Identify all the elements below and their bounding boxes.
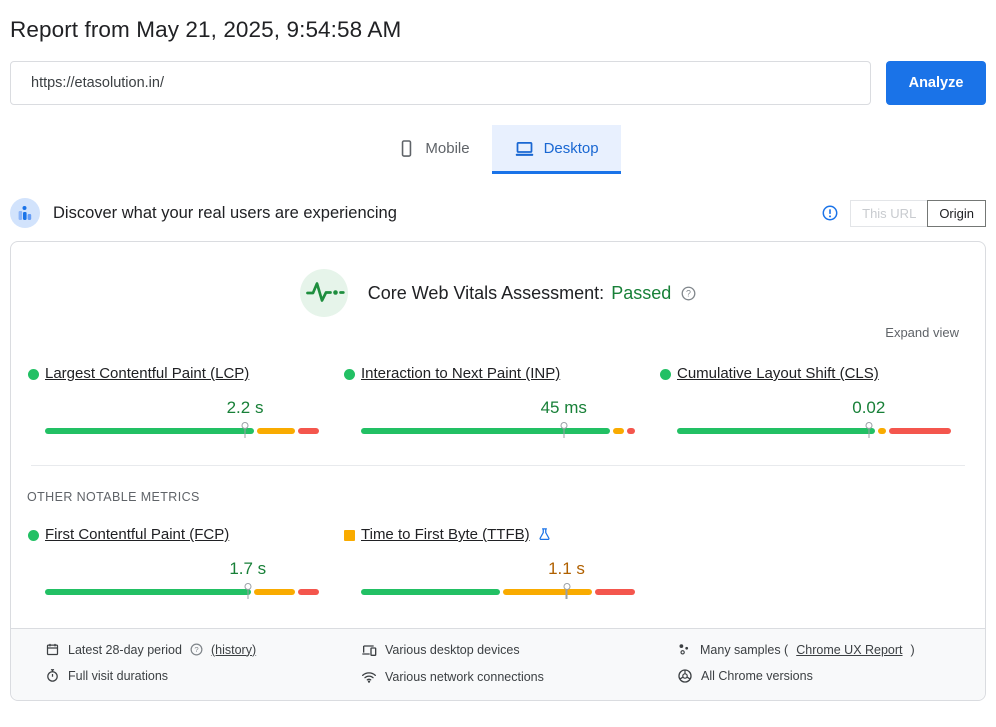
heartbeat-pulse-icon <box>299 269 348 317</box>
ttfb-status-square <box>344 530 355 541</box>
data-source-footer: Latest 28-day period ? (history) Full vi… <box>11 628 985 700</box>
tab-desktop-label: Desktop <box>543 140 599 157</box>
fcp-link[interactable]: First Contentful Paint (FCP) <box>45 526 230 543</box>
experiment-flask-icon[interactable] <box>537 527 552 542</box>
inp-value: 45 ms <box>540 398 587 417</box>
expand-view-button[interactable]: Expand view <box>885 325 959 340</box>
inp-status-dot <box>344 369 355 380</box>
scope-toggle: This URL Origin <box>850 199 986 227</box>
cls-status-dot <box>660 369 671 380</box>
svg-text:?: ? <box>194 645 198 654</box>
metric-cls: Cumulative Layout Shift (CLS) 0.02 <box>660 365 951 439</box>
collection-period: Latest 28-day period ? (history) <box>45 642 319 657</box>
wifi-icon <box>361 669 377 685</box>
history-link[interactable]: (history) <box>210 642 257 657</box>
field-data-heading: Discover what your real users are experi… <box>53 203 397 222</box>
lcp-status-dot <box>28 369 39 380</box>
metric-ttfb: Time to First Byte (TTFB) 1.1 s <box>344 526 635 600</box>
visit-durations: Full visit durations <box>45 668 319 683</box>
metric-lcp: Largest Contentful Paint (LCP) 2.2 s <box>28 365 319 439</box>
cwv-assessment-header: Core Web Vitals Assessment: Passed ? <box>11 242 985 317</box>
lcp-p75-marker <box>241 422 249 438</box>
collection-period-text: Latest 28-day period <box>68 642 182 657</box>
fcp-distribution-bar: 1.7 s <box>45 543 319 600</box>
fcp-value: 1.7 s <box>229 559 267 578</box>
device-tabs: Mobile Desktop <box>10 125 986 174</box>
other-metrics-label: OTHER NOTABLE METRICS <box>27 490 200 504</box>
chrome-ux-report-link[interactable]: Chrome UX Report <box>796 642 903 657</box>
network-connections-text: Various network connections <box>385 670 544 684</box>
inp-distribution-bar: 45 ms <box>361 382 635 439</box>
core-metrics-row: Largest Contentful Paint (LCP) 2.2 s Int… <box>11 365 985 439</box>
lcp-link[interactable]: Largest Contentful Paint (LCP) <box>45 365 250 382</box>
chrome-icon <box>677 668 693 684</box>
section-divider <box>31 465 965 466</box>
metric-fcp: First Contentful Paint (FCP) 1.7 s <box>28 526 319 600</box>
analyze-button[interactable]: Analyze <box>886 61 986 105</box>
real-users-icon <box>10 198 40 228</box>
chrome-versions-text: All Chrome versions <box>701 669 813 683</box>
ttfb-link[interactable]: Time to First Byte (TTFB) <box>361 526 530 543</box>
cls-distribution-bar: 0.02 <box>677 382 951 439</box>
sample-size: Many samples (Chrome UX Report) <box>677 642 951 657</box>
ttfb-value: 1.1 s <box>548 559 585 578</box>
ttfb-p75-marker <box>563 583 570 599</box>
period-help-icon[interactable]: ? <box>190 643 203 656</box>
page-title: Report from May 21, 2025, 9:54:58 AM <box>10 17 402 42</box>
url-input[interactable] <box>10 61 871 105</box>
scope-this-url-button[interactable]: This URL <box>850 199 928 227</box>
sample-size-text: Many samples ( <box>700 642 789 657</box>
visit-durations-text: Full visit durations <box>68 668 169 683</box>
inp-link[interactable]: Interaction to Next Paint (INP) <box>361 365 561 382</box>
tab-mobile[interactable]: Mobile <box>375 125 491 174</box>
inp-p75-marker <box>560 422 568 438</box>
device-types: Various desktop devices <box>361 642 635 658</box>
desktop-laptop-icon <box>514 138 535 159</box>
lcp-value: 2.2 s <box>226 398 264 417</box>
cls-link[interactable]: Cumulative Layout Shift (CLS) <box>677 365 879 382</box>
metric-inp: Interaction to Next Paint (INP) 45 ms <box>344 365 635 439</box>
url-bar: Analyze <box>10 61 986 105</box>
cwv-assessment-value: Passed <box>611 282 672 303</box>
svg-text:?: ? <box>686 288 691 298</box>
field-data-card: Core Web Vitals Assessment: Passed ? Exp… <box>10 241 986 701</box>
help-icon[interactable]: ? <box>681 286 696 301</box>
tab-desktop[interactable]: Desktop <box>491 125 621 174</box>
cls-value: 0.02 <box>852 398 886 417</box>
ttfb-distribution-bar: 1.1 s <box>361 543 635 600</box>
field-data-header: Discover what your real users are experi… <box>10 198 986 228</box>
fcp-status-dot <box>28 530 39 541</box>
samples-dots-icon <box>677 642 692 657</box>
tab-mobile-label: Mobile <box>425 140 470 157</box>
lcp-distribution-bar: 2.2 s <box>45 382 319 439</box>
stopwatch-icon <box>45 668 60 683</box>
chrome-versions: All Chrome versions <box>677 668 951 684</box>
pagespeed-report-page: Report from May 21, 2025, 9:54:58 AM Ana… <box>10 17 986 701</box>
scope-origin-button[interactable]: Origin <box>927 199 986 227</box>
calendar-icon <box>45 642 60 657</box>
devices-icon <box>361 642 377 658</box>
other-metrics-row: First Contentful Paint (FCP) 1.7 s Time … <box>11 526 985 600</box>
network-connections: Various network connections <box>361 669 635 685</box>
cls-p75-marker <box>865 422 873 438</box>
mobile-phone-icon <box>397 139 416 158</box>
device-types-text: Various desktop devices <box>385 643 520 657</box>
cwv-assessment-label: Core Web Vitals Assessment: <box>367 282 605 303</box>
info-icon[interactable] <box>822 205 838 221</box>
fcp-p75-marker <box>244 583 252 599</box>
